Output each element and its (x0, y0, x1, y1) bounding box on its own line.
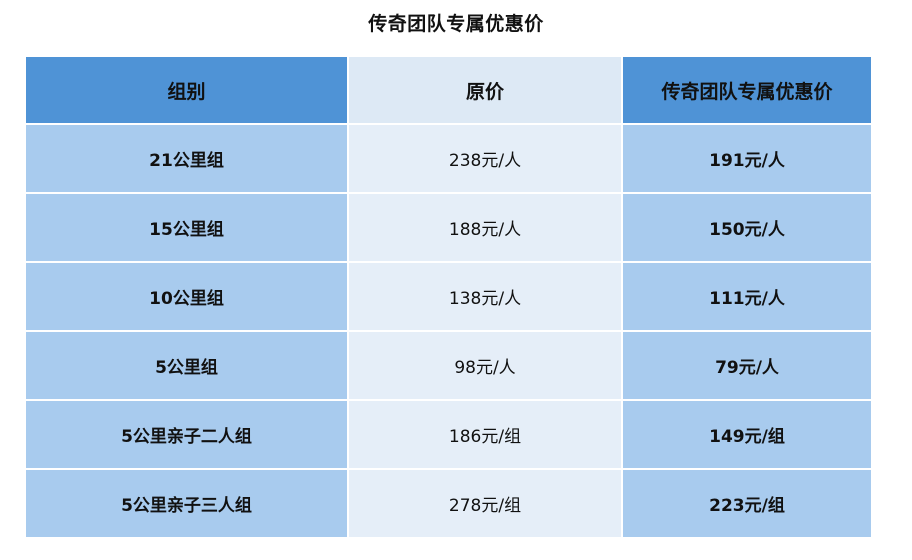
header-discount-price: 传奇团队专属优惠价 (623, 57, 871, 125)
table-body: 21公里组 238元/人 191元/人 15公里组 188元/人 150元/人 … (26, 125, 871, 537)
cell-group: 21公里组 (26, 125, 349, 194)
table-header: 组别 原价 传奇团队专属优惠价 (26, 57, 871, 125)
cell-group: 5公里组 (26, 332, 349, 401)
cell-original-price: 186元/组 (349, 401, 623, 470)
cell-discount-price: 149元/组 (623, 401, 871, 470)
table-row: 10公里组 138元/人 111元/人 (26, 263, 871, 332)
page-title: 传奇团队专属优惠价 (368, 13, 544, 35)
cell-original-price: 278元/组 (349, 470, 623, 537)
cell-original-price: 238元/人 (349, 125, 623, 194)
header-group: 组别 (26, 57, 349, 125)
cell-discount-price: 223元/组 (623, 470, 871, 537)
header-row: 组别 原价 传奇团队专属优惠价 (26, 57, 871, 125)
cell-group: 10公里组 (26, 263, 349, 332)
header-original-price: 原价 (349, 57, 623, 125)
table-row: 5公里组 98元/人 79元/人 (26, 332, 871, 401)
cell-original-price: 98元/人 (349, 332, 623, 401)
cell-group: 15公里组 (26, 194, 349, 263)
cell-discount-price: 150元/人 (623, 194, 871, 263)
cell-original-price: 138元/人 (349, 263, 623, 332)
cell-discount-price: 191元/人 (623, 125, 871, 194)
table-row: 21公里组 238元/人 191元/人 (26, 125, 871, 194)
cell-original-price: 188元/人 (349, 194, 623, 263)
price-table: 组别 原价 传奇团队专属优惠价 21公里组 238元/人 191元/人 15公里… (26, 57, 871, 537)
table-row: 5公里亲子三人组 278元/组 223元/组 (26, 470, 871, 537)
cell-discount-price: 111元/人 (623, 263, 871, 332)
cell-group: 5公里亲子三人组 (26, 470, 349, 537)
table-row: 5公里亲子二人组 186元/组 149元/组 (26, 401, 871, 470)
cell-discount-price: 79元/人 (623, 332, 871, 401)
table-row: 15公里组 188元/人 150元/人 (26, 194, 871, 263)
cell-group: 5公里亲子二人组 (26, 401, 349, 470)
